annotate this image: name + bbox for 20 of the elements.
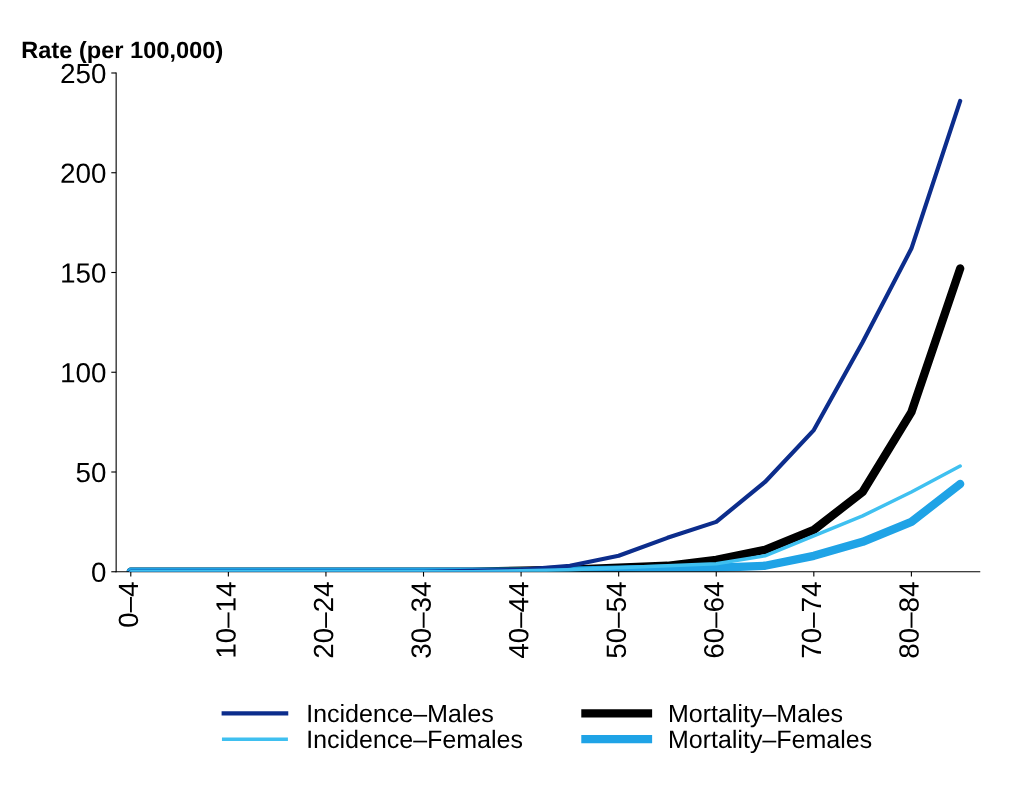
x-tick-label: 30–34 <box>411 582 431 658</box>
y-tick-label: 250 <box>61 63 106 84</box>
y-tick-label: 0 <box>92 562 106 583</box>
x-tick-label: 0–4 <box>118 582 139 627</box>
y-axis-title: Rate (per 100,000) <box>22 41 223 64</box>
y-tick-label: 200 <box>61 163 106 184</box>
y-tick-label: 150 <box>62 263 106 283</box>
legend-label: Mortality–Females <box>670 729 872 754</box>
x-tick-label: 80–84 <box>899 582 919 658</box>
x-tick-label: 10–14 <box>216 582 236 657</box>
x-tick-label: 40–44 <box>508 582 529 659</box>
x-tick-label: 20–24 <box>313 582 334 658</box>
legend-label: Incidence–Females <box>308 729 523 749</box>
y-tick-label: 100 <box>62 362 106 383</box>
x-tick-label: 60–64 <box>704 582 724 658</box>
x-tick-label: 50–54 <box>606 582 627 658</box>
y-tick-label: 50 <box>76 462 106 483</box>
x-tick-label: 70–74 <box>801 582 822 658</box>
legend-label: Mortality–Males <box>670 703 843 728</box>
legend-label: Incidence–Males <box>308 703 493 723</box>
